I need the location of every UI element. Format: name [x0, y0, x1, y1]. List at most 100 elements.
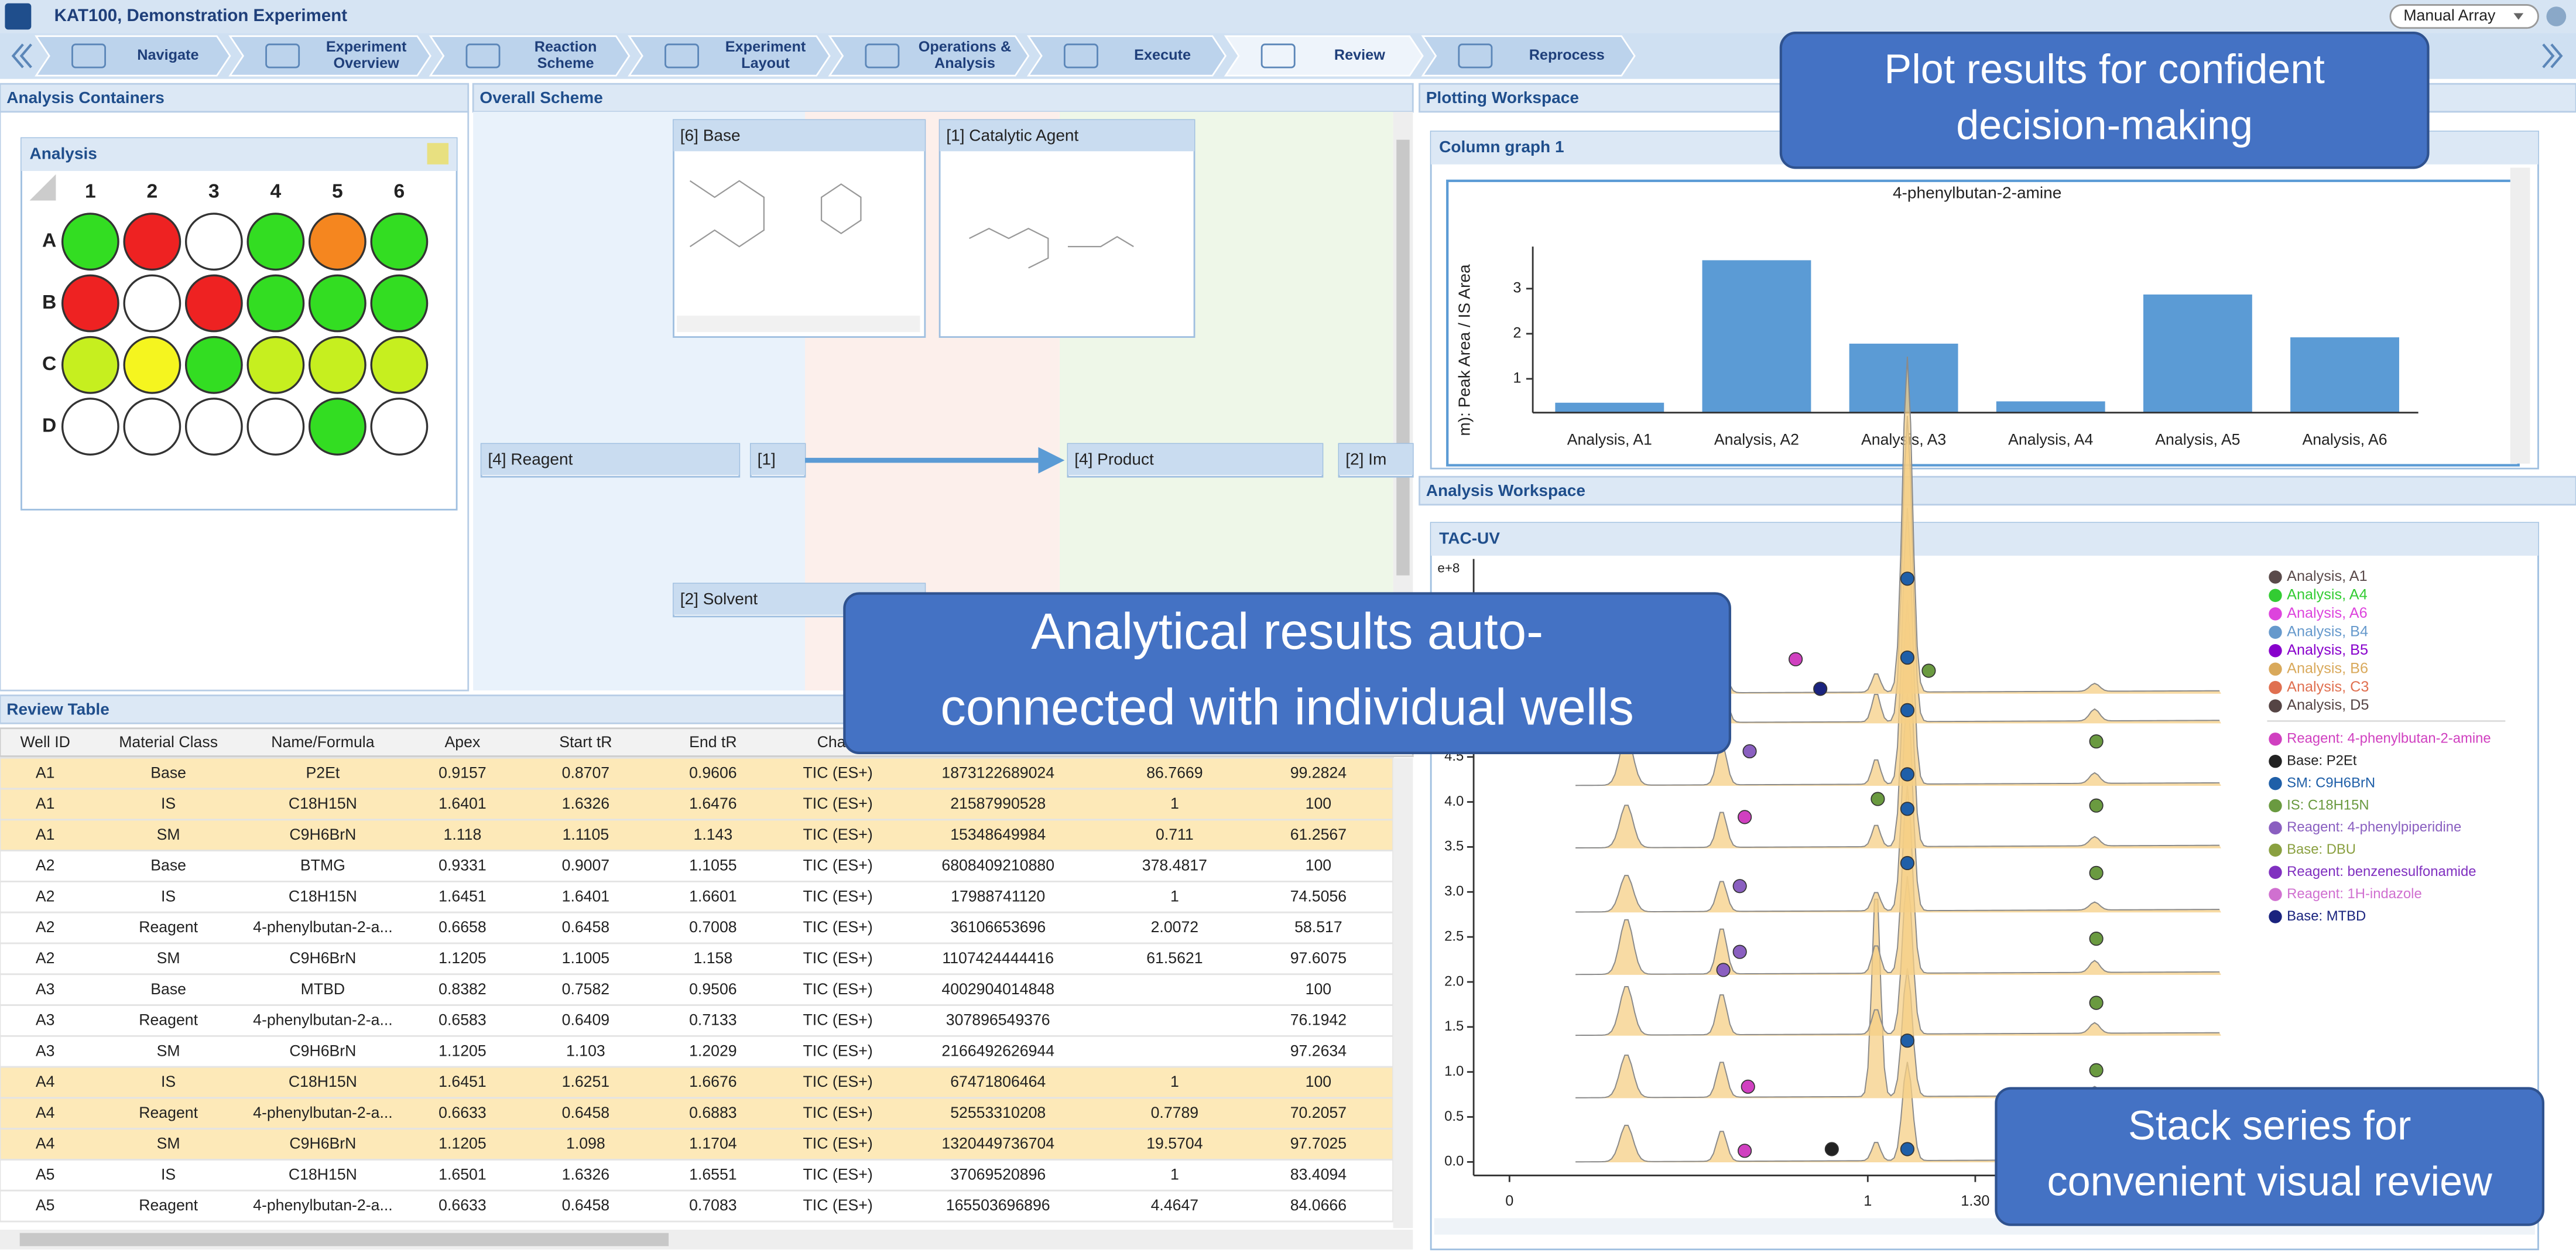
well[interactable]: [184, 213, 243, 271]
peak-marker[interactable]: [1900, 571, 1914, 586]
table-row[interactable]: [0, 1066, 1394, 1099]
table-row[interactable]: [0, 1004, 1394, 1037]
peak-marker[interactable]: [2089, 865, 2104, 880]
legend-label[interactable]: Analysis, A4: [2287, 587, 2368, 603]
well[interactable]: [370, 336, 429, 394]
x-tick-label: Analysis, A5: [2155, 430, 2240, 448]
well[interactable]: [123, 336, 181, 394]
peak-marker[interactable]: [1738, 810, 1752, 824]
table-row[interactable]: [0, 973, 1394, 1006]
panel-header: [1419, 475, 2576, 506]
legend-label[interactable]: Base: MTBD: [2287, 908, 2366, 924]
legend-label[interactable]: Base: P2Et: [2287, 752, 2357, 768]
well[interactable]: [246, 274, 305, 333]
legend-label[interactable]: Analysis, A6: [2287, 605, 2368, 621]
table-row[interactable]: [0, 757, 1394, 790]
well[interactable]: [61, 274, 119, 333]
nav-label[interactable]: Reprocess: [1529, 47, 1605, 63]
table-row[interactable]: [0, 788, 1394, 821]
well[interactable]: [308, 398, 366, 456]
well[interactable]: [123, 274, 181, 333]
peak-marker[interactable]: [1900, 650, 1914, 665]
well[interactable]: [308, 336, 366, 394]
well[interactable]: [370, 398, 429, 456]
mode-label[interactable]: Manual Array: [2403, 6, 2496, 24]
legend-label[interactable]: Reagent: 1H-indazole: [2287, 886, 2422, 902]
peak-marker[interactable]: [1732, 944, 1747, 959]
peak-marker[interactable]: [2089, 932, 2104, 946]
well[interactable]: [308, 274, 366, 333]
peak-marker[interactable]: [1789, 652, 1803, 666]
legend-label[interactable]: Analysis, B4: [2287, 623, 2368, 639]
legend-label[interactable]: Analysis, C3: [2287, 679, 2369, 695]
peak-marker[interactable]: [2089, 1063, 2104, 1077]
nav-label[interactable]: Scheme: [537, 55, 594, 71]
mode-select[interactable]: [2389, 4, 2539, 29]
peak-marker[interactable]: [1871, 792, 1885, 806]
well[interactable]: [123, 398, 181, 456]
well[interactable]: [370, 274, 429, 333]
well[interactable]: [184, 274, 243, 333]
peak-marker[interactable]: [1900, 1142, 1914, 1156]
well[interactable]: [308, 213, 366, 271]
legend-label[interactable]: Base: DBU: [2287, 841, 2356, 857]
nav-label[interactable]: Experiment: [326, 39, 407, 55]
peak-marker[interactable]: [1900, 703, 1914, 717]
table-row[interactable]: [0, 1159, 1394, 1192]
legend-label[interactable]: Analysis, B6: [2287, 660, 2368, 676]
nav-step[interactable]: [429, 35, 631, 77]
well[interactable]: [61, 336, 119, 394]
well[interactable]: [61, 398, 119, 456]
legend-label[interactable]: IS: C18H15N: [2287, 797, 2369, 813]
nav-label[interactable]: Layout: [741, 55, 790, 71]
legend-label[interactable]: Analysis, B5: [2287, 642, 2368, 658]
nav-step[interactable]: [1224, 35, 1424, 77]
well[interactable]: [246, 213, 305, 271]
table-row[interactable]: [0, 819, 1394, 852]
well[interactable]: [246, 336, 305, 394]
nav-step[interactable]: [1027, 35, 1227, 77]
legend-label[interactable]: Reagent: 4-phenylpiperidine: [2287, 819, 2461, 835]
well[interactable]: [184, 336, 243, 394]
nav-label[interactable]: Analysis: [934, 55, 995, 71]
nav-label[interactable]: Operations &: [919, 39, 1012, 55]
nav-step[interactable]: [35, 35, 231, 77]
legend-label[interactable]: SM: C9H6BrN: [2287, 775, 2375, 790]
nav-step[interactable]: [1421, 35, 1636, 77]
peak-marker[interactable]: [1900, 767, 1914, 782]
nav-label[interactable]: Navigate: [137, 47, 198, 63]
legend-label[interactable]: Analysis, D5: [2287, 697, 2369, 713]
nav-label[interactable]: Overview: [334, 55, 400, 71]
peak-marker[interactable]: [1900, 855, 1914, 871]
peak-marker[interactable]: [1900, 802, 1914, 816]
nav-label[interactable]: Reaction: [535, 39, 597, 55]
well[interactable]: [123, 213, 181, 271]
well[interactable]: [246, 398, 305, 456]
well[interactable]: [61, 213, 119, 271]
peak-marker[interactable]: [1738, 1144, 1752, 1158]
table-row[interactable]: [0, 942, 1394, 976]
peak-marker[interactable]: [2089, 734, 2104, 749]
peak-marker[interactable]: [2089, 798, 2104, 813]
legend-label[interactable]: Reagent: benzenesulfonamide: [2287, 864, 2476, 879]
nav-step[interactable]: [228, 35, 431, 77]
well[interactable]: [184, 398, 243, 456]
peak-marker[interactable]: [1900, 1033, 1914, 1048]
table-row[interactable]: [0, 850, 1394, 882]
peak-marker[interactable]: [1742, 744, 1757, 759]
well[interactable]: [370, 213, 429, 271]
nav-step[interactable]: [628, 35, 831, 77]
nav-label[interactable]: Experiment: [725, 39, 806, 55]
nav-label[interactable]: Review: [1334, 47, 1385, 63]
peak-marker[interactable]: [1716, 963, 1731, 977]
peak-marker[interactable]: [2089, 995, 2104, 1010]
nav-step[interactable]: [828, 35, 1030, 77]
legend-label[interactable]: Analysis, A1: [2287, 568, 2368, 584]
peak-marker[interactable]: [1813, 682, 1828, 696]
peak-marker[interactable]: [1741, 1079, 1755, 1094]
peak-marker[interactable]: [1921, 663, 1936, 678]
peak-marker[interactable]: [1732, 879, 1747, 894]
legend-label[interactable]: Reagent: 4-phenylbutan-2-amine: [2287, 731, 2491, 747]
nav-label[interactable]: Execute: [1134, 47, 1191, 63]
peak-marker[interactable]: [1824, 1142, 1839, 1156]
